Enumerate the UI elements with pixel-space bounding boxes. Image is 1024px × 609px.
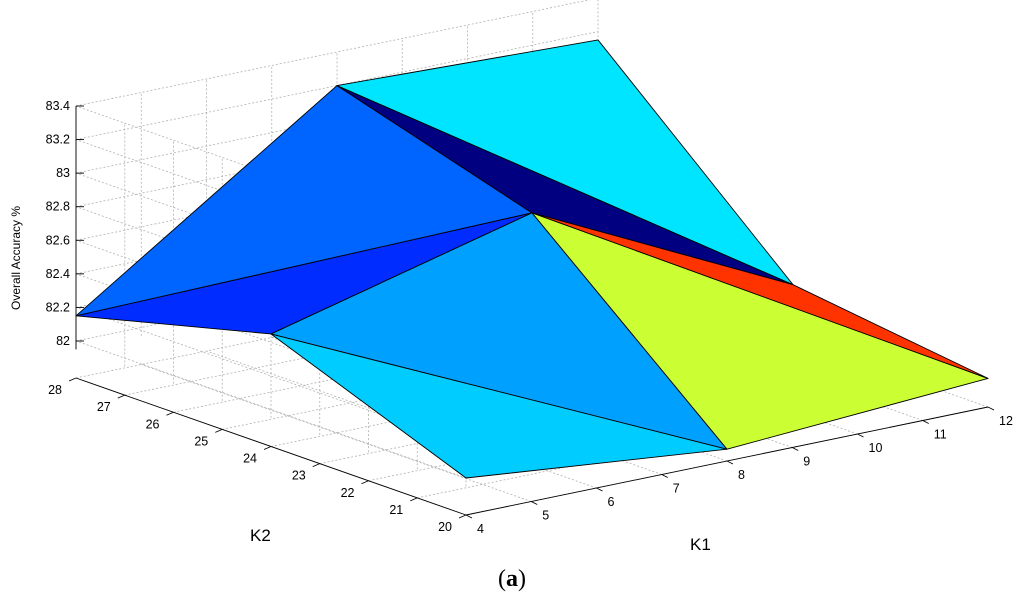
- k1-tick-label: 7: [673, 482, 680, 496]
- z-tick-label: 82.8: [46, 200, 70, 214]
- z-tick-label: 82.2: [46, 300, 70, 314]
- k1-tick-label: 6: [608, 495, 615, 509]
- wall-gridline-z: [75, 31, 599, 140]
- z-tick-label: 82.4: [46, 267, 70, 281]
- k1-tick-label: 4: [477, 522, 484, 536]
- z-axis-label: Overall Accuracy %: [9, 206, 23, 310]
- k2-tick-mark: [312, 463, 320, 468]
- z-tick-label: 83.4: [46, 99, 70, 113]
- k1-tick-mark: [726, 460, 734, 465]
- k2-tick-label: 22: [341, 486, 355, 500]
- k2-tick-label: 20: [438, 520, 452, 534]
- k1-axis-label: K1: [690, 535, 711, 554]
- k1-tick-label: 11: [934, 428, 947, 442]
- z-tick-label: 83.2: [46, 133, 70, 147]
- k1-tick-label: 9: [803, 455, 810, 469]
- k2-tick-mark: [361, 480, 369, 485]
- surface-chart: 4 5 6 7 8 9 10 11 12 20 21 22 23 24 25 26 27 28 82 82.2 82.4…: [9, 0, 1013, 554]
- z-tick-label: 82.6: [46, 233, 70, 247]
- k2-tick-label: 21: [389, 503, 403, 517]
- tick-labels: 4 5 6 7 8 9 10 11 12 20 21 22 23 24 25 26 27 28 82 82.2 82.4…: [46, 99, 1013, 536]
- k2-tick-label: 23: [292, 469, 306, 483]
- k2-tick-label: 24: [243, 452, 257, 466]
- surface-face: [336, 39, 794, 286]
- k2-tick-label: 25: [194, 434, 208, 448]
- k1-tick-mark: [857, 433, 864, 438]
- k1-tick-label: 12: [999, 414, 1013, 428]
- k2-tick-mark: [263, 446, 272, 450]
- k1-tick-mark: [531, 501, 538, 505]
- z-tick-label: 82: [56, 334, 70, 348]
- surface: [75, 39, 989, 479]
- k2-tick-label: 28: [48, 383, 62, 397]
- k1-tick-mark: [661, 474, 668, 478]
- k1-tick-label: 10: [869, 441, 883, 455]
- k2-tick-mark: [410, 497, 418, 502]
- caption-letter: a: [506, 566, 518, 592]
- k2-tick-mark: [117, 394, 125, 399]
- wall-gridline-z: [75, 0, 591, 107]
- k2-tick-label: 27: [97, 400, 111, 414]
- k2-tick-mark: [458, 514, 467, 519]
- k1-tick-mark: [792, 447, 799, 451]
- k2-axis-label: K2: [250, 526, 271, 545]
- k1-tick-mark: [596, 487, 603, 492]
- wall-gridline-z: [75, 340, 467, 479]
- k1-tick-mark: [922, 420, 929, 424]
- z-tick-label: 83: [56, 166, 70, 180]
- k1-tick-mark: [987, 406, 995, 411]
- k1-tick-label: 5: [542, 509, 549, 523]
- k2-tick-mark: [215, 428, 223, 433]
- k1-tick-mark: [465, 514, 473, 519]
- k2-tick-label: 26: [146, 417, 160, 431]
- k2-tick-mark: [166, 411, 174, 416]
- floor-gridline-k1: [141, 364, 532, 502]
- figure-caption: (a): [498, 566, 526, 592]
- surface-face: [531, 212, 989, 379]
- k2-tick-mark: [68, 377, 77, 382]
- k1-tick-label: 8: [738, 468, 745, 482]
